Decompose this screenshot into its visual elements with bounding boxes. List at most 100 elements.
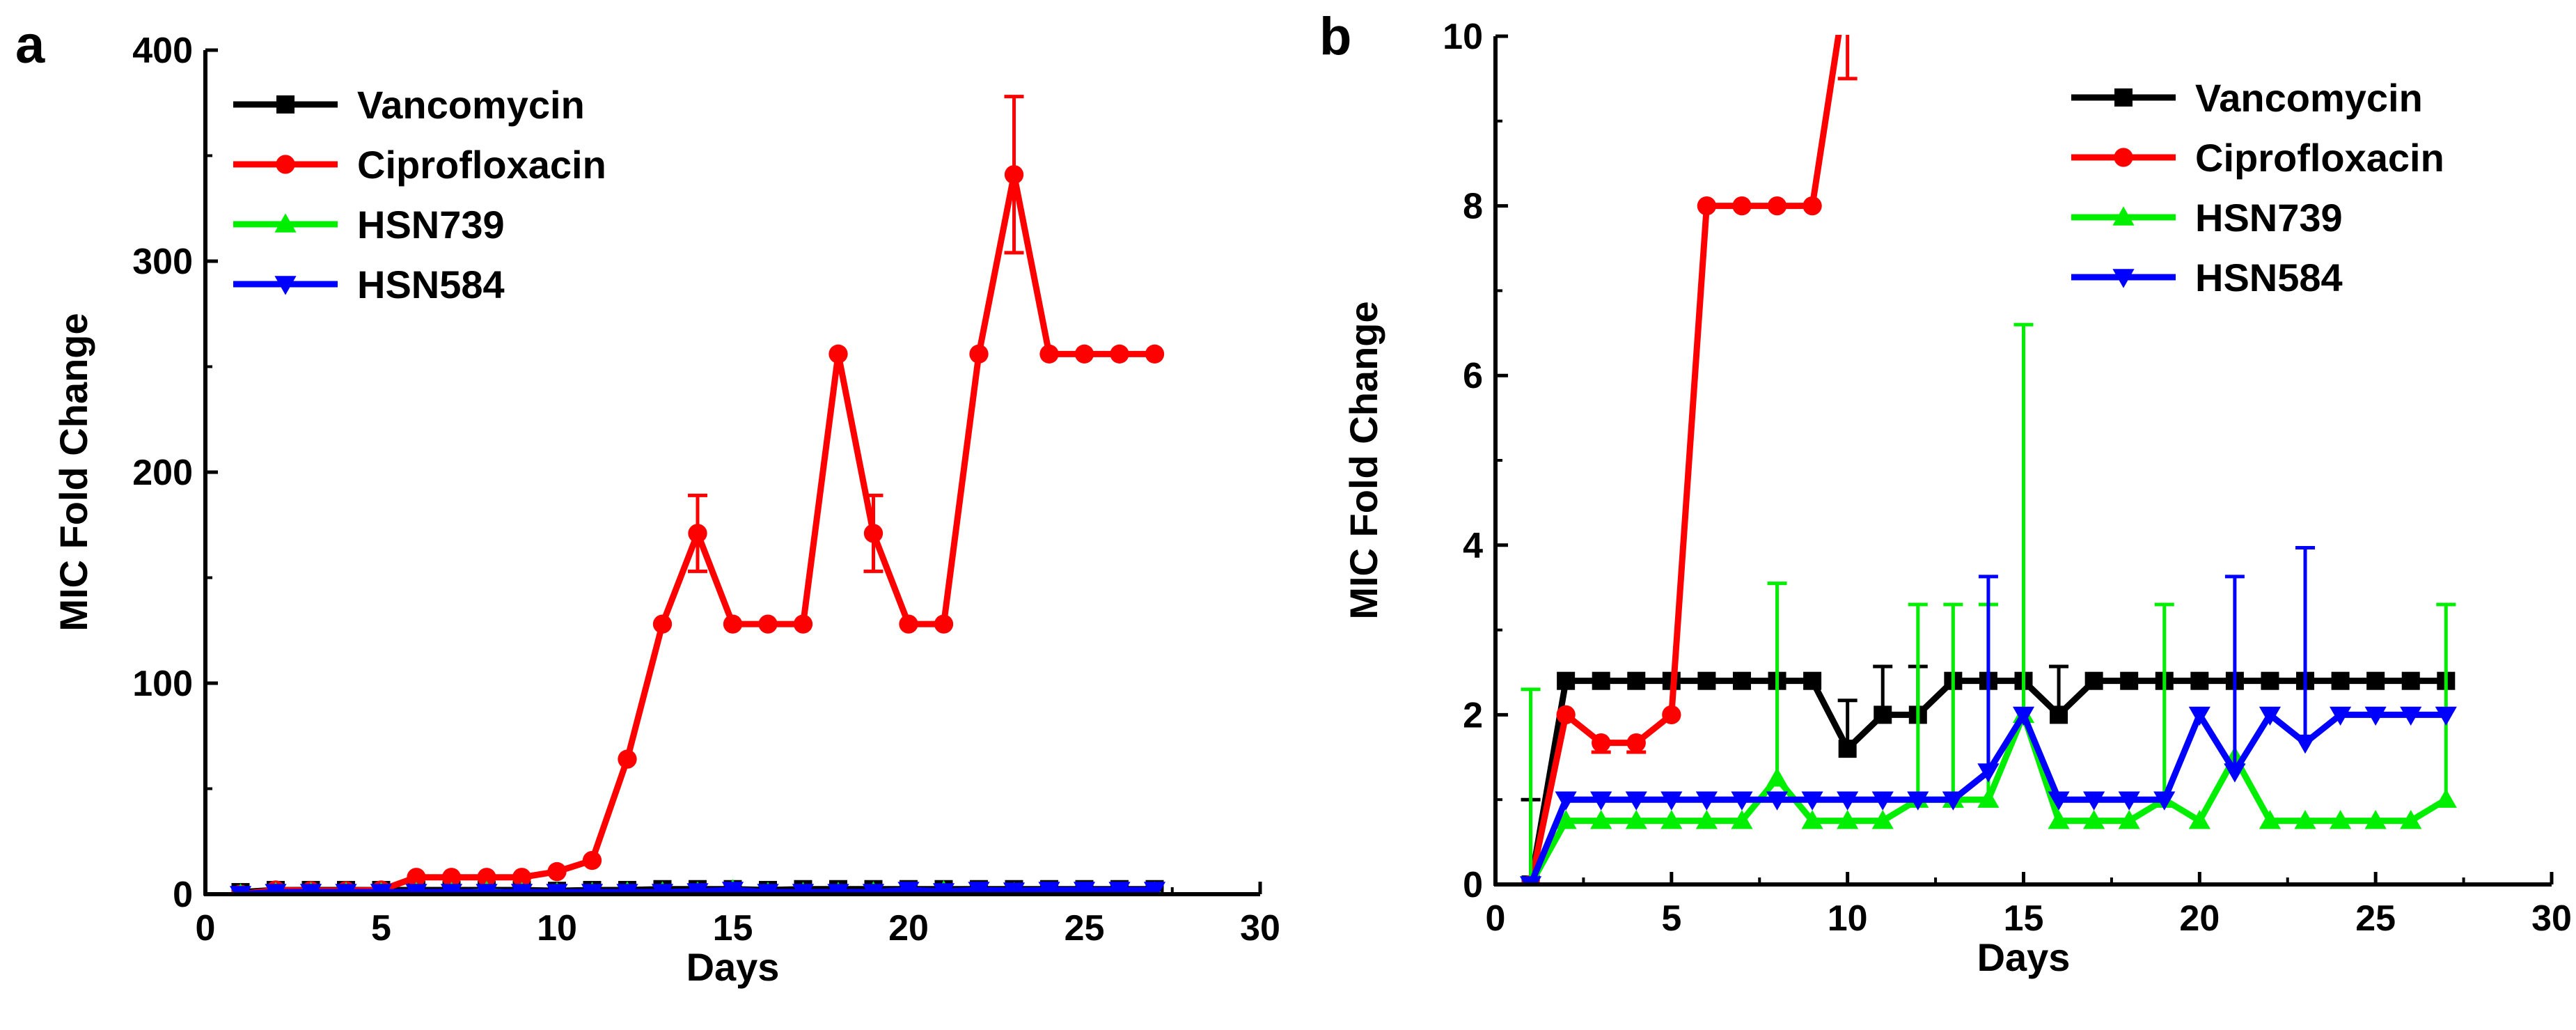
- panel-b-hsn584-point: [1731, 791, 1753, 811]
- panel-a-hsn584-point: [757, 884, 779, 894]
- panel-b-legend-hsn584-label: HSN584: [2195, 256, 2343, 299]
- panel-b-hsn584-point: [1942, 791, 1964, 811]
- panel-b-hsn584-point: [1977, 763, 2000, 783]
- panel-a-ciprofloxacin-point: [1039, 344, 1059, 364]
- panel-b-hsn584-point: [2048, 791, 2070, 811]
- panel-b-hsn584-point: [1590, 791, 1612, 811]
- panel-b-hsn739-point: [2364, 810, 2387, 829]
- panel-a-hsn584-point: [686, 883, 709, 894]
- panel-b-hsn584-point: [1766, 791, 1789, 811]
- panel-a-hsn584-point: [1003, 882, 1026, 894]
- panel-b-vancomycin-point: [2084, 671, 2103, 690]
- panel-b-hsn584-point: [2259, 706, 2282, 726]
- panel-a-hsn584-point: [968, 882, 990, 894]
- panel-a-ciprofloxacin-point: [793, 614, 813, 634]
- panel-a-ciprofloxacin-point: [1074, 344, 1094, 364]
- panel-b-hsn739-point: [1871, 810, 1894, 829]
- panel-b-hsn584-point: [2330, 706, 2352, 726]
- panel-b-ciprofloxacin-line: [1527, 35, 1842, 884]
- panel-a-letter: a: [15, 15, 45, 75]
- panel-b-legend-ciprofloxacin-marker: [2114, 148, 2133, 167]
- panel-a-y-tick-label: 400: [132, 31, 193, 71]
- panel-b-ciprofloxacin-point: [1767, 196, 1787, 216]
- panel-b-hsn739-point: [1555, 810, 1577, 829]
- panel-a-x-tick-label: 15: [713, 908, 753, 949]
- panel-b-vancomycin-point: [1803, 671, 1822, 690]
- panel-a-hsn584-point: [405, 884, 427, 894]
- panel-a-ciprofloxacin-point: [582, 850, 602, 871]
- panel-a-legend: Vancomycin Ciprofloxacin HSN739 HSN584: [233, 83, 606, 306]
- panel-a-ciprofloxacin-point: [723, 614, 743, 634]
- panel-b-hsn584-point: [1837, 791, 1859, 811]
- panel-b-hsn584-point: [2153, 791, 2176, 811]
- panel-a-series-hsn584: [229, 882, 1166, 894]
- panel-a-ciprofloxacin-point: [652, 614, 673, 634]
- panel-b-ciprofloxacin-point: [1592, 733, 1611, 753]
- panel-b-y-tick-label: 4: [1463, 526, 1483, 566]
- panel-a-legend-vancomycin-label: Vancomycin: [357, 83, 585, 127]
- panel-a-hsn584-point: [932, 883, 955, 894]
- panel-b-vancomycin-point: [1592, 671, 1610, 690]
- panel-a-hsn584-point: [1073, 882, 1096, 894]
- panel-b-x-tick-label: 30: [2531, 898, 2572, 939]
- panel-b-y-axis-title: MIC Fold Change: [1342, 301, 1385, 619]
- panel-b-vancomycin-point: [2366, 671, 2385, 690]
- panel-a-legend-hsn739-label: HSN739: [357, 203, 505, 247]
- panel-a-x-tick-label: 10: [537, 908, 577, 949]
- panel-b-x-axis-title: Days: [1977, 935, 2071, 979]
- panel-b-hsn584-point: [1625, 791, 1647, 811]
- panel-b-hsn584-point: [1907, 791, 1929, 811]
- panel-b-hsn584-point: [2364, 706, 2387, 726]
- panel-b-y-tick-label: 0: [1463, 865, 1483, 905]
- panel-b-hsn739-point: [2118, 810, 2140, 829]
- panel-a-ciprofloxacin-point: [407, 868, 426, 887]
- panel-b-hsn739-point: [1660, 810, 1683, 829]
- panel-b-legend: Vancomycin Ciprofloxacin HSN739 HSN584: [2071, 76, 2444, 299]
- panel-a-hsn584-point: [476, 884, 498, 894]
- panel-b-hsn739-point: [1837, 810, 1859, 829]
- panel-b-vancomycin-point: [1627, 671, 1646, 690]
- panel-a-y-tick-label: 300: [132, 242, 193, 282]
- panel-b-x-tick-label: 5: [1661, 898, 1681, 939]
- panel-b-x-tick-label: 15: [2004, 898, 2044, 939]
- panel-b-hsn739-point: [2330, 810, 2352, 829]
- panel-b-ciprofloxacin-point: [1556, 705, 1576, 725]
- panel-b-vancomycin-point: [2190, 671, 2209, 690]
- panel-a-hsn584-point: [651, 884, 674, 894]
- panel-a-hsn584-point: [581, 884, 604, 894]
- panel-a-y-tick-label: 200: [132, 453, 193, 493]
- panel-b-x-tick-label: 25: [2355, 898, 2396, 939]
- panel-b-legend-ciprofloxacin-label: Ciprofloxacin: [2195, 136, 2444, 180]
- panel-a-legend-hsn584-label: HSN584: [357, 263, 505, 306]
- panel-a-x-tick-label: 30: [1240, 908, 1280, 949]
- panel-a-hsn584-point: [440, 884, 463, 894]
- panel-a-series-ciprofloxacin: [230, 95, 1165, 894]
- panel-b-plot-area: [1519, 35, 2457, 884]
- panel-b-vancomycin-point: [1557, 671, 1576, 690]
- panel-b-legend-hsn584-marker: [2112, 269, 2135, 288]
- panel-b-legend-hsn739-label: HSN739: [2195, 196, 2343, 240]
- panel-b-hsn739-point: [1731, 810, 1753, 829]
- panel-a-ciprofloxacin-point: [1145, 344, 1165, 364]
- panel-b-legend-hsn739-marker: [2112, 206, 2135, 226]
- panel-b-y-tick-label: 6: [1463, 356, 1483, 396]
- panel-a-ciprofloxacin-point: [441, 868, 462, 887]
- panel-b-hsn739-point: [1801, 810, 1823, 829]
- panel-a-ciprofloxacin-point: [547, 861, 567, 882]
- panel-a-ciprofloxacin-point: [512, 868, 532, 887]
- panel-b-chart: b 0 5 10 15 20 25 30 0 2 4 6 8 10 Days MIC Fold Change V…: [1319, 7, 2572, 979]
- panel-a-ciprofloxacin-point: [969, 344, 989, 364]
- panel-b-vancomycin-point: [2120, 671, 2139, 690]
- panel-a-hsn584-point: [862, 884, 885, 894]
- panel-a-hsn584-point: [265, 884, 287, 894]
- panel-b-hsn739-point: [1977, 788, 2000, 808]
- panel-a-x-axis-title: Days: [686, 945, 780, 989]
- panel-a-x-tick-label: 20: [888, 908, 929, 949]
- panel-a-ciprofloxacin-point: [477, 868, 496, 887]
- panel-a-hsn584-point: [1108, 882, 1131, 894]
- panel-b-series-hsn739: [1521, 322, 2457, 884]
- panel-b-ciprofloxacin-point: [1662, 705, 1681, 725]
- panel-b-hsn739-point: [1766, 767, 1789, 787]
